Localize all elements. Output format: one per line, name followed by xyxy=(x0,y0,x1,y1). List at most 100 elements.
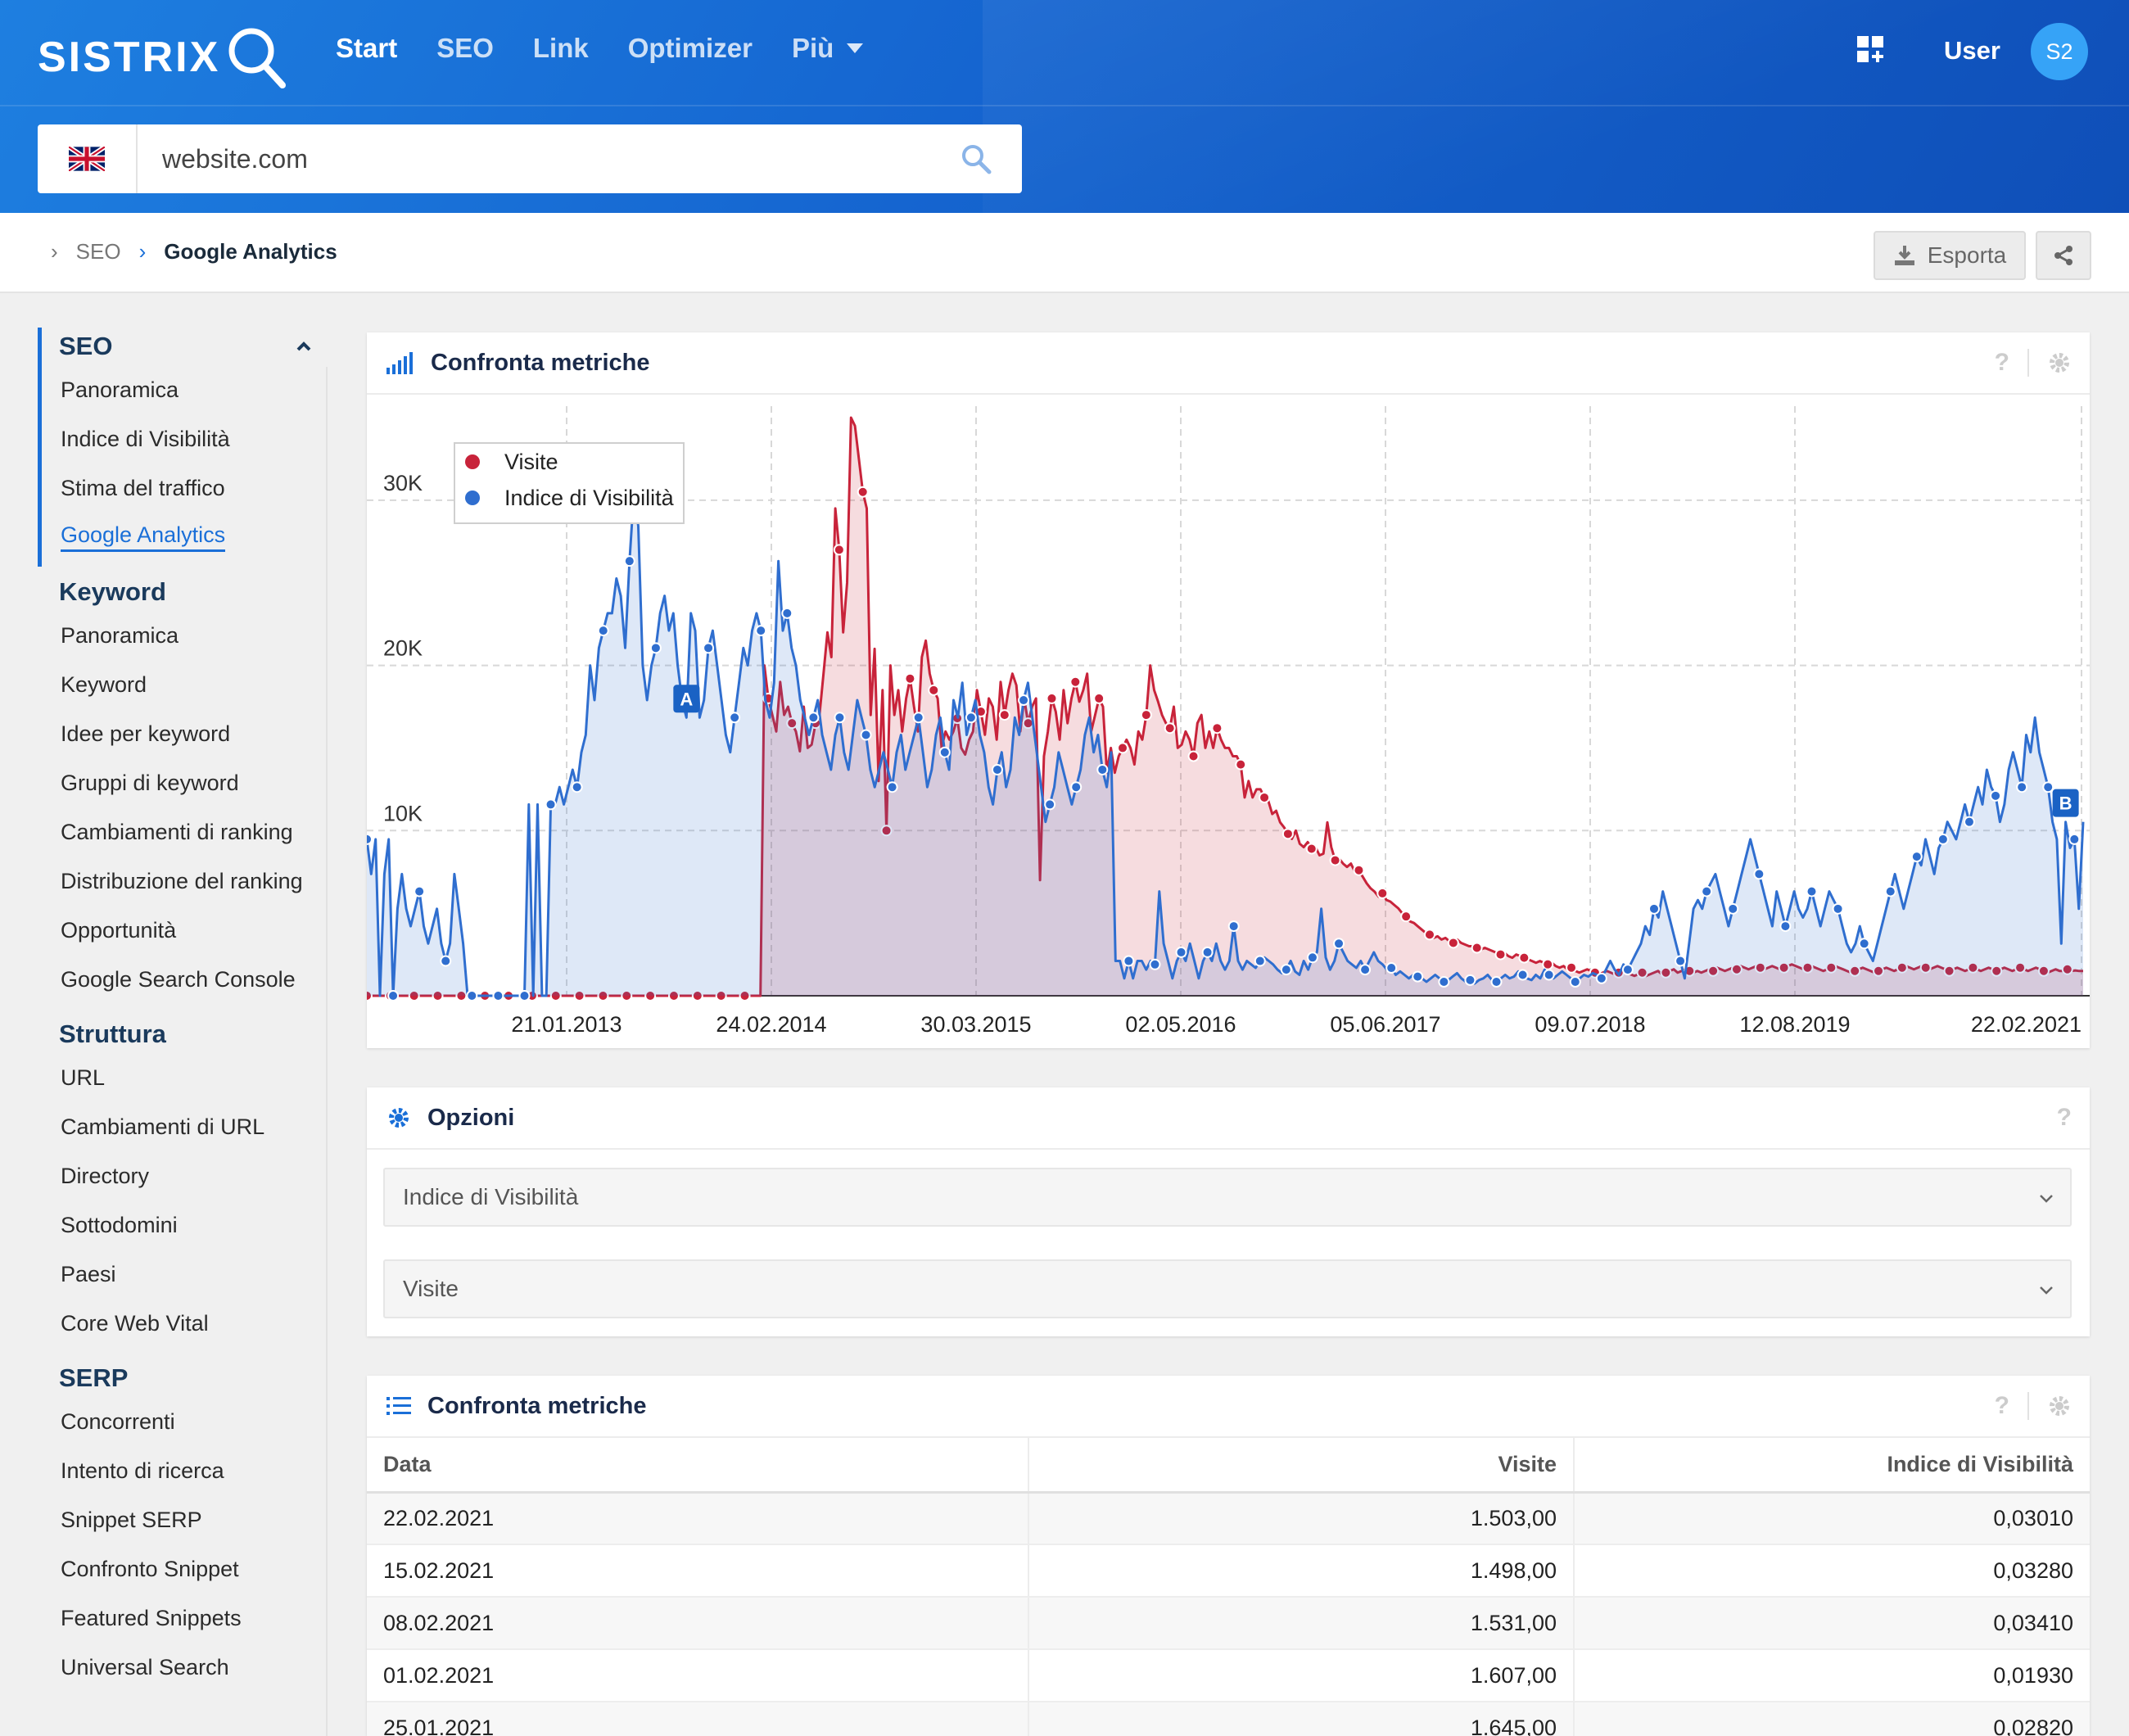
metric-select-1[interactable]: Indice di Visibilità xyxy=(383,1168,2072,1227)
sidebar-heading-keyword[interactable]: Keyword xyxy=(59,577,166,606)
visibility-series-point xyxy=(1123,955,1135,967)
sidebar-item-url-changes[interactable]: Cambiamenti di URL xyxy=(61,1114,265,1139)
legend-item-visibility[interactable]: Indice di Visibilità xyxy=(455,480,683,516)
visite-series-point xyxy=(1259,791,1271,803)
share-button[interactable] xyxy=(2036,231,2091,280)
sidebar-item-snippet-compare[interactable]: Confronto Snippet xyxy=(61,1556,239,1581)
cell-date: 22.02.2021 xyxy=(367,1492,1029,1545)
column-header-visits[interactable]: Visite xyxy=(1028,1438,1575,1494)
cell-visibility: 0,03010 xyxy=(1574,1492,2090,1545)
sidebar-item-countries[interactable]: Paesi xyxy=(61,1261,116,1286)
visite-series-point xyxy=(1235,758,1247,771)
visibility-series-point xyxy=(886,781,898,793)
cell-visits: 1.503,00 xyxy=(1028,1492,1575,1545)
table-row: 25.01.2021 1.645,00 0,02820 xyxy=(367,1702,2090,1736)
visite-series-point xyxy=(1353,864,1365,876)
nav-link[interactable]: Link xyxy=(532,33,589,63)
chart-panel: Confronta metriche ? 10K 20K 30K 21.01.2013… xyxy=(367,332,2090,1048)
visite-series-point xyxy=(2014,961,2027,974)
user-menu[interactable]: User xyxy=(1944,36,2000,65)
nav-more[interactable]: Più xyxy=(792,33,864,64)
metric-select-2[interactable]: Visite xyxy=(383,1259,2072,1318)
y-tick-label: 20K xyxy=(383,636,423,661)
sidebar-item-url[interactable]: URL xyxy=(61,1065,106,1090)
gear-icon[interactable] xyxy=(2047,1394,2072,1418)
sidebar-item-competitors[interactable]: Concorrenti xyxy=(61,1408,175,1434)
sidebar-item-core-web-vital[interactable]: Core Web Vital xyxy=(61,1310,209,1336)
visite-series-point xyxy=(597,990,609,1001)
visibility-series-point xyxy=(649,642,662,654)
sidebar-item-search-intent[interactable]: Intento di ricerca xyxy=(61,1458,224,1483)
visite-series-point xyxy=(1754,961,1766,974)
visite-series-point xyxy=(621,990,633,1001)
apps-grid-icon[interactable] xyxy=(1857,36,1885,64)
help-icon[interactable]: ? xyxy=(2056,1104,2072,1131)
sidebar-item-seo-panoramica[interactable]: Panoramica xyxy=(61,377,179,402)
logo-text: SISTRIX xyxy=(38,34,221,81)
sidebar-item-directory[interactable]: Directory xyxy=(61,1163,150,1188)
chevron-up-icon[interactable] xyxy=(295,337,313,355)
sidebar-heading-seo[interactable]: SEO xyxy=(59,332,113,360)
visibility-series-point xyxy=(1227,920,1240,933)
cell-visits: 1.498,00 xyxy=(1028,1544,1575,1598)
visibility-series-point xyxy=(597,625,609,637)
legend-item-visite[interactable]: Visite xyxy=(455,444,683,480)
breadcrumb-seo[interactable]: SEO xyxy=(75,239,121,264)
export-button[interactable]: Esporta xyxy=(1874,231,2026,280)
table-panel-title: Confronta metriche xyxy=(427,1392,647,1419)
visite-series-point xyxy=(1518,952,1530,964)
breadcrumb-bar: › SEO › Google Analytics xyxy=(0,213,2129,293)
search-icon[interactable] xyxy=(960,142,992,175)
sidebar-item-keyword-panoramica[interactable]: Panoramica xyxy=(61,622,179,648)
visibility-series-point xyxy=(518,990,531,1001)
nav-start[interactable]: Start xyxy=(336,33,398,63)
visite-series-point xyxy=(904,672,916,685)
sidebar-item-opportunities[interactable]: Opportunità xyxy=(61,917,177,943)
sidebar-item-subdomains[interactable]: Sottodomini xyxy=(61,1212,178,1237)
help-icon[interactable]: ? xyxy=(1994,349,2009,376)
sidebar-item-visibility-index[interactable]: Indice di Visibilità xyxy=(61,426,230,451)
sidebar-item-serp-snippet[interactable]: Snippet SERP xyxy=(61,1507,202,1532)
gear-icon[interactable] xyxy=(2047,350,2072,375)
sidebar-heading-serp[interactable]: SERP xyxy=(59,1363,129,1392)
sidebar-heading-structure[interactable]: Struttura xyxy=(59,1019,166,1048)
avatar[interactable]: S2 xyxy=(2031,23,2088,80)
select-value: Visite xyxy=(403,1276,459,1301)
logo[interactable]: SISTRIX xyxy=(38,25,287,90)
column-header-visibility[interactable]: Indice di Visibilità xyxy=(1574,1438,2090,1494)
chevron-right-icon: › xyxy=(138,239,147,264)
sidebar-item-traffic-estimate[interactable]: Stima del traffico xyxy=(61,475,225,500)
help-icon[interactable]: ? xyxy=(1994,1392,2009,1419)
nav-optimizer[interactable]: Optimizer xyxy=(627,33,753,63)
visite-series-point xyxy=(1967,961,1979,974)
sidebar-item-keyword-ideas[interactable]: Idee per keyword xyxy=(61,721,231,746)
visibility-series-point xyxy=(755,625,767,637)
metrics-table: Data Visite Indice di Visibilità 22.02.2… xyxy=(367,1438,2090,1736)
sidebar-section-keyword: Keyword Panoramica Keyword Idee per keyw… xyxy=(38,573,329,1004)
sidebar-item-search-console[interactable]: Google Search Console xyxy=(61,966,296,992)
cell-date: 15.02.2021 xyxy=(367,1544,1029,1598)
sidebar-item-keyword-groups[interactable]: Gruppi di keyword xyxy=(61,770,239,795)
table-panel: Confronta metriche ? Data Visite Indice … xyxy=(367,1376,2090,1736)
visite-series-point xyxy=(1636,966,1648,979)
visite-series-point xyxy=(1187,750,1200,762)
sidebar-item-keyword[interactable]: Keyword xyxy=(61,671,147,697)
sidebar-item-ranking-changes[interactable]: Cambiamenti di ranking xyxy=(61,819,293,844)
sidebar-item-featured-snippets[interactable]: Featured Snippets xyxy=(61,1605,242,1630)
country-selector[interactable] xyxy=(38,124,138,193)
column-header-date[interactable]: Data xyxy=(367,1438,1029,1494)
sidebar-item-universal-search[interactable]: Universal Search xyxy=(61,1654,229,1679)
search-input[interactable] xyxy=(138,124,1022,193)
visite-series-point xyxy=(1140,709,1152,721)
sidebar-item-google-analytics[interactable]: Google Analytics xyxy=(38,513,329,562)
annotation-marker xyxy=(2052,789,2079,817)
visibility-series-point xyxy=(781,607,793,619)
cell-visits: 1.645,00 xyxy=(1028,1702,1575,1736)
sidebar: SEO Panoramica Indice di Visibilità Stim… xyxy=(38,328,329,1736)
sidebar-item-ranking-distribution[interactable]: Distribuzione del ranking xyxy=(61,868,303,893)
nav-seo[interactable]: SEO xyxy=(436,33,494,63)
visite-series-point xyxy=(1329,854,1341,866)
cell-visibility: 0,03410 xyxy=(1574,1597,2090,1650)
download-icon xyxy=(1894,246,1914,265)
visibility-series-point xyxy=(1963,816,1975,828)
